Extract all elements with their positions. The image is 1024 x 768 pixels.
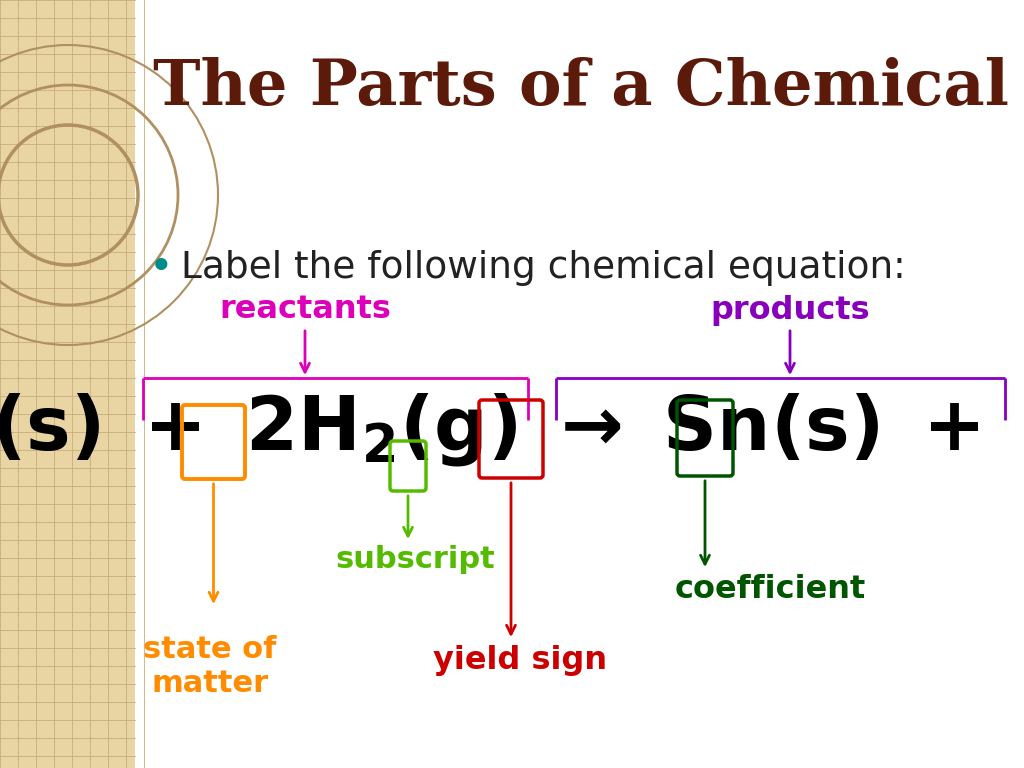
- Text: coefficient: coefficient: [675, 574, 865, 605]
- Text: state of
matter: state of matter: [143, 635, 276, 697]
- Text: Label the following chemical equation:: Label the following chemical equation:: [181, 250, 906, 286]
- Text: yield sign: yield sign: [433, 644, 607, 676]
- Text: •: •: [150, 247, 174, 289]
- Text: products: products: [711, 294, 869, 326]
- Text: subscript: subscript: [335, 545, 495, 574]
- Text: The Parts of a Chemical Equations: The Parts of a Chemical Equations: [153, 58, 1024, 118]
- Text: $\mathbf{SnO_2(s)\ +\ 2H_2(g)\ \rightarrow\ Sn(s)\ +\ 2H_2O(g)}$: $\mathbf{SnO_2(s)\ +\ 2H_2(g)\ \rightarr…: [0, 392, 1024, 468]
- Text: reactants: reactants: [219, 294, 391, 326]
- Bar: [0, 0, 135, 768]
